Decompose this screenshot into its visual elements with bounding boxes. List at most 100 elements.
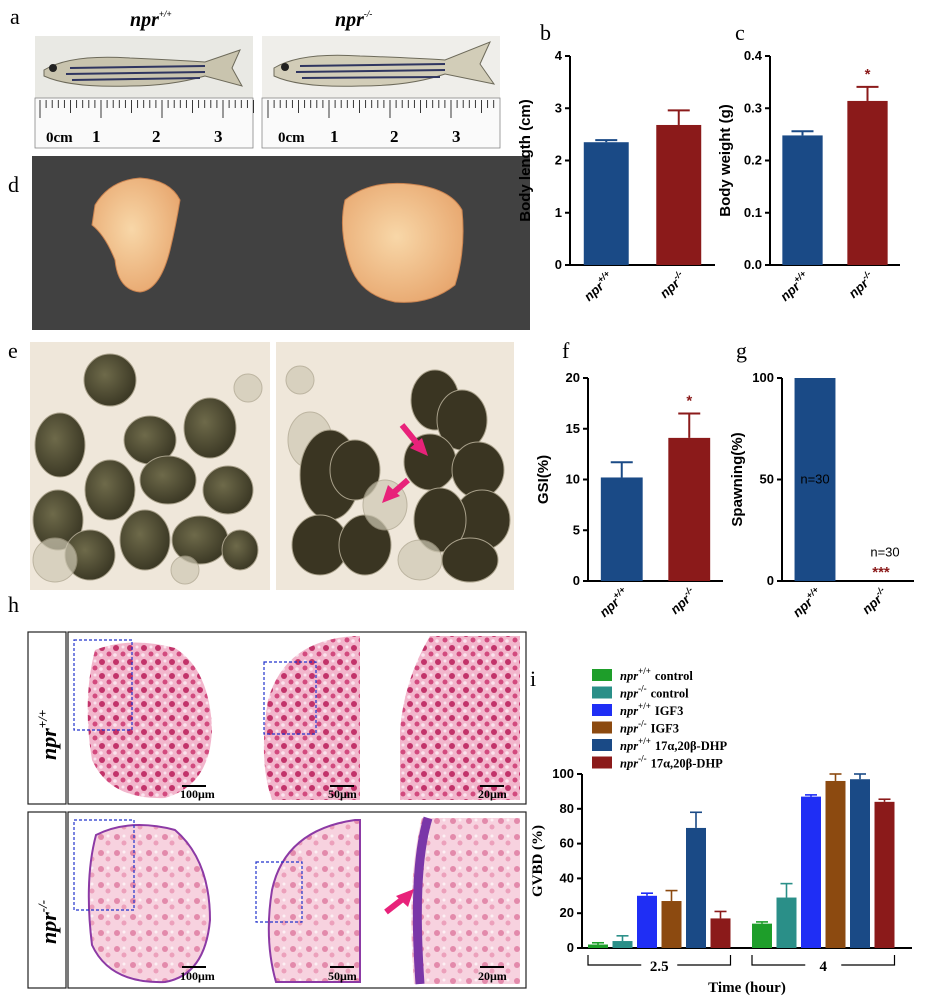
legend-swatch: [592, 704, 612, 716]
oocyte: [119, 509, 171, 571]
significance-star: ***: [872, 564, 890, 581]
panel-label-a: a: [10, 4, 20, 29]
histology-wt-section-1: [87, 642, 212, 799]
x-category-label: npr-/-: [858, 585, 891, 617]
bar: [801, 796, 821, 948]
oocyte: [397, 539, 443, 581]
x-category-label: npr-/-: [844, 269, 877, 301]
scale-bar-ko-100: [182, 966, 206, 968]
scale-text-ko-100: 100μm: [180, 969, 215, 983]
chart-spawning: 0 50 100 Spawning(%) n=30 npr+/+ *** n=30 npr-/-: [729, 370, 914, 620]
x-category-label: npr+/+: [776, 268, 813, 304]
bar: [825, 780, 846, 948]
x-category-label: npr-/-: [666, 585, 699, 617]
ruler-ko: [261, 97, 501, 149]
x-category-label: npr+/+: [788, 584, 825, 620]
oocyte: [233, 373, 263, 403]
oocyte: [285, 365, 315, 395]
legend-swatch: [592, 756, 612, 769]
panel-label-i: i: [530, 666, 536, 691]
scale-text-ko-50: 50μm: [328, 969, 357, 983]
oocyte: [170, 555, 200, 585]
bar: [794, 378, 836, 581]
histology-wt-corner: [400, 636, 430, 730]
panel-label-d: d: [8, 172, 19, 197]
ruler-wt-ticks: [39, 100, 254, 118]
x-axis-label: Time (hour): [708, 980, 786, 996]
fish-wt-stripes: [65, 65, 206, 81]
oocyte: [34, 412, 86, 478]
bar: [583, 142, 629, 265]
ruler-ko-tick-1: 1: [330, 127, 339, 146]
y-tick-label: 0: [767, 573, 774, 588]
significance-star: *: [865, 66, 871, 83]
oocytes-wt: [32, 353, 263, 585]
legend-swatch: [592, 669, 612, 681]
panel-e-oocyte-micrographs: [30, 342, 514, 590]
histology-wt-section-3: [400, 636, 520, 800]
ruler-wt-tick-2: 2: [152, 127, 161, 146]
scale-bar-wt-100: [182, 785, 206, 787]
y-axis-label: Body weight (g): [717, 104, 734, 217]
oocyte: [403, 433, 457, 491]
y-tick-label: 60: [560, 836, 574, 851]
dashed-box-wt-2: [263, 661, 317, 735]
panel-a-fish-photos: npr+/+ npr-/- 0cm 1 2 3 0cm 1 2 3: [34, 9, 501, 149]
histology-ko-edge: [412, 816, 433, 985]
x-category-label: npr+/+: [595, 584, 632, 620]
oocyte: [202, 465, 254, 515]
y-tick-label: 0: [555, 257, 562, 272]
oocyte: [84, 459, 136, 521]
bar: [874, 801, 895, 948]
fish-ko-eye: [281, 63, 289, 71]
ruler-wt-unit: 0cm: [46, 130, 73, 146]
ruler-wt-tick-1: 1: [92, 127, 101, 146]
oocyte: [183, 397, 237, 459]
ruler-wt-tick-3: 3: [214, 127, 223, 146]
oocyte: [329, 439, 381, 501]
y-tick-label: 100: [752, 370, 774, 385]
y-tick-label: 20: [566, 370, 580, 385]
bar: [850, 779, 870, 948]
scale-text-wt-100: 100μm: [180, 787, 215, 801]
legend-label: npr-/- control: [620, 684, 689, 701]
bar: [600, 477, 643, 581]
histology-ko-white: [400, 818, 422, 984]
y-tick-label: 0.4: [744, 48, 763, 63]
bar: [612, 941, 633, 948]
oocyte: [139, 455, 197, 505]
bar: [847, 100, 888, 265]
legend-label: npr+/+ IGF3: [620, 701, 683, 718]
legend-label: npr-/- IGF3: [620, 719, 679, 736]
histology-wt-section-2: [263, 636, 360, 800]
y-axis-label: Body length (cm): [517, 99, 534, 222]
panel-d-ovary-photo: [32, 156, 530, 330]
ovary-wt: [91, 177, 181, 293]
chart-gvbd: 0 20 40 60 80 100 GVBD (%) Time (hour) 2.5 4: [530, 766, 912, 996]
y-tick-label: 50: [760, 472, 774, 487]
panel-label-e: e: [8, 338, 18, 363]
legend-label: npr-/- 17α,20β-DHP: [620, 754, 723, 771]
panel-label-h: h: [8, 592, 19, 617]
arrow-icon-1: [399, 423, 428, 456]
n-annotation: n=30: [800, 472, 829, 487]
dashed-box-ko-2: [255, 861, 303, 923]
chart-body-length: 0 1 2 3 4 Body length (cm) npr+/+ npr-/-: [517, 48, 715, 304]
histology-ko-section-2: [267, 819, 361, 983]
y-tick-label: 4: [555, 48, 563, 63]
bar: [752, 923, 772, 948]
y-tick-label: 0.1: [744, 205, 762, 220]
histology-ko-section-1: [87, 824, 212, 984]
fish-ko-stripes: [295, 63, 446, 79]
histology-row-ko-label-box: [27, 811, 67, 989]
group-label-bg: [641, 959, 678, 973]
histology-ko-label: npr-/-: [35, 900, 61, 944]
bar: [588, 944, 608, 948]
histology-row-wt-label-box: [27, 631, 67, 805]
panel-label-f: f: [562, 338, 570, 363]
legend-swatch: [592, 739, 612, 751]
ruler-ko-ticks: [267, 100, 495, 118]
bar: [661, 901, 682, 948]
panel-label-g: g: [736, 338, 747, 363]
